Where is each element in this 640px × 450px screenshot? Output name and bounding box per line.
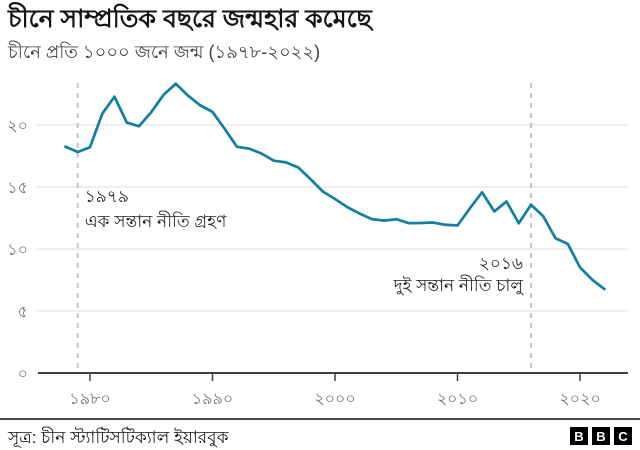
annotation-year-2016: ২০১৬ [479, 254, 523, 273]
y-tick-label: ১০ [7, 242, 28, 259]
x-axis: ১৯৮০ ১৯৯০ ২০০০ ২০১০ ২০২০ [38, 372, 628, 408]
bbc-logo: B B C [570, 427, 632, 445]
x-tick-label: ২০২০ [559, 391, 601, 408]
y-axis: ০ ৫ ১০ ১৫ ২০ [7, 118, 28, 383]
chart-subtitle: চীনে প্রতি ১০০০ জনে জন্ম (১৯৭৮-২০২২) [8, 42, 321, 63]
birth-rate-line [64, 82, 606, 291]
annotation-label-1979: এক সন্তান নীতি গ্রহণ [85, 211, 227, 231]
bbc-logo-block: B [592, 427, 610, 445]
annotation-year-1979: ১৯৭৯ [85, 187, 129, 206]
footer-divider [0, 418, 640, 420]
y-tick-label: ০ [18, 366, 28, 383]
policy-dashed-lines [76, 83, 532, 371]
x-tick-label: ১৯৯০ [192, 391, 234, 408]
x-tick-label: ২০০০ [314, 391, 356, 408]
x-tick-label: ২০১০ [437, 391, 479, 408]
series-group [64, 82, 606, 291]
y-tick-label: ৫ [18, 304, 28, 321]
source-text: সূত্র: চীন স্ট্যাটিসটিক্যাল ইয়ারবুক [8, 428, 229, 447]
annotations: ১৯৭৯ এক সন্তান নীতি গ্রহণ ২০১৬ দুই সন্তান ন… [85, 187, 524, 295]
x-tick-label: ১৯৮০ [69, 391, 111, 408]
annotation-label-2016: দুই সন্তান নীতি চালু [393, 275, 524, 295]
page-title: চীনে সাম্প্রতিক বছরে জন্মহার কমেছে [8, 5, 372, 33]
chart-header: চীনে সাম্প্রতিক বছরে জন্মহার কমেছে চীনে … [8, 4, 632, 64]
y-tick-label: ১৫ [7, 180, 28, 197]
bbc-logo-block: C [614, 427, 632, 445]
y-tick-label: ২০ [7, 118, 28, 135]
bbc-logo-block: B [570, 427, 588, 445]
